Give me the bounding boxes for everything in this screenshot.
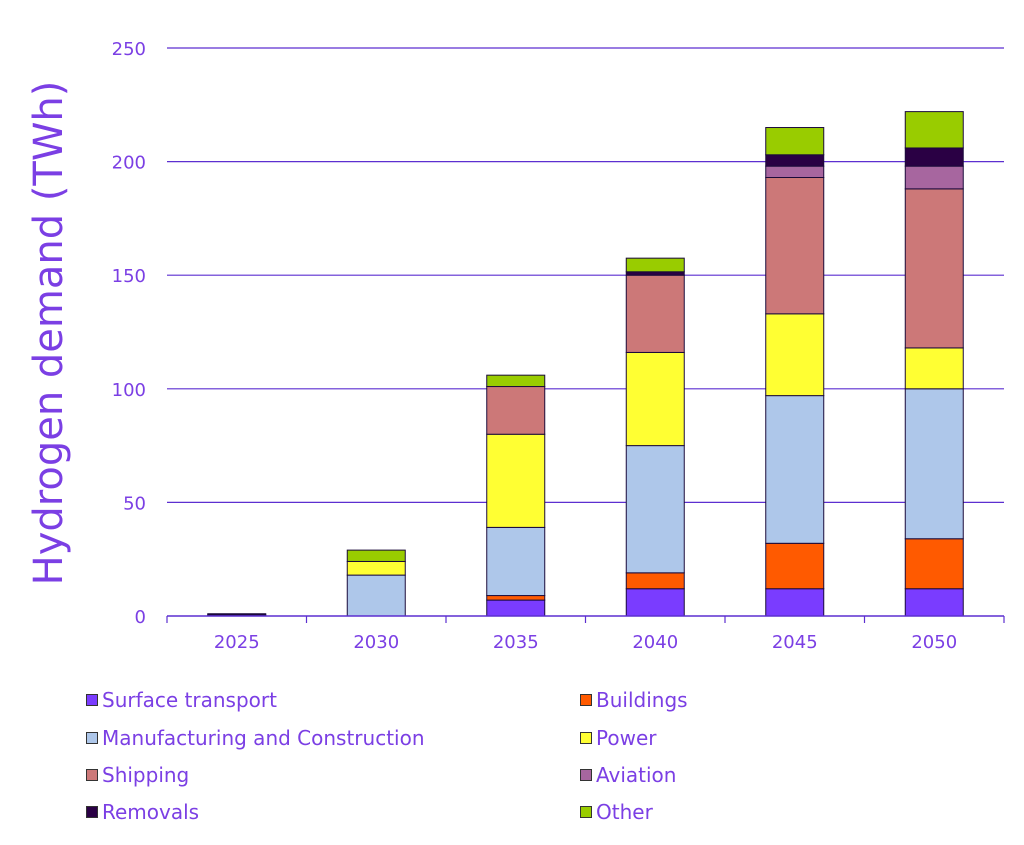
legend-item-shipping: Shipping <box>86 763 189 787</box>
bar-stacks <box>207 111 964 617</box>
legend-label: Power <box>596 726 657 750</box>
bar-segment-2040-removals <box>625 271 685 276</box>
bar-segment-2035-shipping <box>486 386 546 435</box>
bar-segment-2050-power <box>904 347 964 390</box>
legend-label: Other <box>596 800 653 824</box>
legend-item-manufacturing: Manufacturing and Construction <box>86 726 425 750</box>
legend-swatch <box>86 806 98 818</box>
bar-segment-2030-power <box>346 560 406 576</box>
bar-segment-2040-surface-transport <box>625 588 685 617</box>
bar-segment-2050-shipping <box>904 188 964 349</box>
bar-segment-2045-buildings <box>765 542 825 590</box>
axes: 0 50 100 150 200 250 2025 2030 2035 2040 2045 2050 <box>112 39 1005 653</box>
legend-swatch <box>580 732 592 744</box>
bar-segment-2035-other <box>486 374 546 388</box>
bar-segment-2050-surface-transport <box>904 588 964 617</box>
legend-label: Surface transport <box>102 688 277 712</box>
bar-segment-2025-removals <box>207 613 267 616</box>
legend-swatch <box>86 732 98 744</box>
legend-swatch <box>580 694 592 706</box>
bar-segment-2035-power <box>486 433 546 528</box>
x-tick-label: 2030 <box>353 632 399 653</box>
y-tick-label: 250 <box>112 39 146 60</box>
y-tick-label: 100 <box>112 380 146 401</box>
bar-segment-2045-manufacturing-and-construction <box>765 395 825 544</box>
legend-item-power: Power <box>580 726 656 750</box>
x-tick-label: 2035 <box>493 632 539 653</box>
legend-label: Buildings <box>596 688 688 712</box>
bar-segment-2035-buildings <box>486 595 546 601</box>
bar-segment-2030-manufacturing-and-construction <box>346 574 406 617</box>
bar-segment-2040-manufacturing-and-construction <box>625 445 685 574</box>
bar-segment-2045-removals <box>765 154 825 167</box>
bar-segment-2040-shipping <box>625 274 685 353</box>
x-tick-label: 2040 <box>632 632 678 653</box>
legend-label: Manufacturing and Construction <box>102 726 425 750</box>
bar-segment-2045-other <box>765 127 825 156</box>
legend-swatch <box>580 806 592 818</box>
legend-swatch <box>580 769 592 781</box>
grid-lines <box>167 47 1004 503</box>
legend-item-other: Other <box>580 800 653 824</box>
bar-segment-2050-aviation <box>904 165 964 190</box>
x-tick-label: 2050 <box>911 632 957 653</box>
y-tick-label: 150 <box>112 266 146 287</box>
x-tick-label: 2045 <box>772 632 818 653</box>
legend-item-aviation: Aviation <box>580 763 676 787</box>
legend-swatch <box>86 694 98 706</box>
bar-segment-2035-surface-transport <box>486 599 546 617</box>
bar-segment-2045-power <box>765 313 825 397</box>
bar-segment-2030-other <box>346 549 406 562</box>
y-tick-label: 0 <box>135 607 146 628</box>
bar-segment-2050-buildings <box>904 538 964 590</box>
legend-label: Aviation <box>596 763 677 787</box>
bar-segment-2040-power <box>625 351 685 447</box>
bar-segment-2040-other <box>625 257 685 273</box>
legend-item-buildings: Buildings <box>580 688 688 712</box>
bar-segment-2045-shipping <box>765 177 825 315</box>
bar-segment-2040-buildings <box>625 572 685 590</box>
legend-label: Shipping <box>102 763 190 787</box>
y-tick-label: 50 <box>123 493 146 514</box>
bar-segment-2045-aviation <box>765 165 825 179</box>
bar-segment-2050-manufacturing-and-construction <box>904 388 964 540</box>
x-tick-label: 2025 <box>214 632 260 653</box>
bar-segment-2045-surface-transport <box>765 588 825 617</box>
bar-segment-2050-other <box>904 111 964 149</box>
y-tick-label: 200 <box>112 153 146 174</box>
legend-item-removals: Removals <box>86 800 199 824</box>
bar-segment-2035-manufacturing-and-construction <box>486 526 546 597</box>
legend-item-surface-transport: Surface transport <box>86 688 277 712</box>
legend-label: Removals <box>102 800 200 824</box>
bar-segment-2050-removals <box>904 147 964 167</box>
legend-swatch <box>86 769 98 781</box>
y-axis-label: Hydrogen demand (TWh) <box>26 81 72 586</box>
